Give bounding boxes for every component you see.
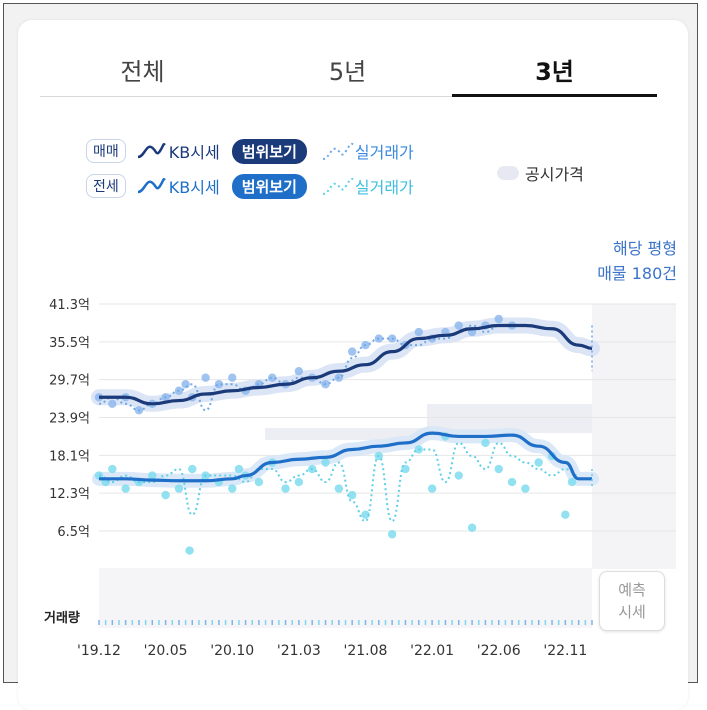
y-tick-label: 6.5억 [57, 525, 90, 540]
jeonse-transaction-point [387, 530, 397, 539]
jeonse-range-button[interactable]: 범위보기 [231, 173, 307, 199]
jeonse-transaction-point [561, 510, 570, 519]
legend-jeonse-kb[interactable]: KB시세 [136, 174, 220, 198]
x-tick-label: '22.11 [543, 643, 587, 659]
legend-sale-row: 매매 KB시세 범위보기 실거래가 [86, 138, 414, 164]
sale-kb-line [99, 323, 593, 406]
legend-jeonse-transaction[interactable]: 실거래가 [321, 174, 414, 198]
jeonse-transaction-point [148, 471, 157, 480]
legend-jeonse-pill: 전세 [86, 174, 126, 198]
jeonse-transaction-point [481, 438, 490, 448]
volume-label: 거래량 [44, 611, 80, 626]
jeonse-transaction-point [427, 484, 437, 493]
jeonse-transaction-point [294, 477, 304, 487]
price-chart: 41.3억 35.5억 29.7억 23.9억 18.1억 12.3억 6.5억 '19.12… [44, 298, 676, 659]
jeonse-transaction-point [534, 458, 543, 467]
sale-range-button[interactable]: 범위보기 [231, 138, 307, 164]
jeonse-transaction-point [254, 477, 264, 487]
x-tick-label: '19.12 [77, 643, 121, 659]
listing-info[interactable]: 해당 평형 매물 180건 [597, 236, 677, 286]
jeonse-range-band [92, 426, 599, 488]
sale-transaction-point [454, 321, 463, 330]
legend-sale-kb[interactable]: KB시세 [136, 139, 220, 163]
forecast-region [592, 304, 676, 569]
sale-transaction-point [347, 347, 357, 356]
jeonse-transaction-point [234, 464, 244, 474]
jeonse-transaction-point [174, 484, 184, 493]
predict-line1: 예측 [618, 581, 646, 599]
jeonse-transaction-point [401, 464, 410, 474]
sale-transaction-point [108, 399, 117, 409]
legend-sale-tx-label: 실거래가 [354, 143, 414, 162]
legend-sale-kb-label: KB시세 [168, 143, 220, 162]
sale-transaction-point [228, 373, 237, 382]
jeonse-transaction-point [108, 464, 117, 474]
sale-transaction-point [414, 327, 423, 337]
sale-transaction-point [294, 366, 304, 376]
jeonse-transaction-point [414, 445, 423, 454]
x-tick-label: '22.06 [477, 643, 521, 659]
legend-sale-pill: 매매 [86, 139, 126, 163]
listing-info-line1: 해당 평형 [613, 239, 677, 258]
legend-jeonse-tx-label: 실거래가 [354, 178, 414, 197]
jeonse-transaction-point [188, 464, 197, 474]
jeonse-transaction-point [467, 523, 477, 532]
period-tabs: 전체 5년 3년 [40, 48, 657, 97]
volume-region [99, 568, 592, 628]
jeonse-transaction-point [321, 458, 330, 467]
sale-transaction-point [201, 373, 210, 382]
x-tick-label: '22.01 [410, 643, 454, 659]
kb-line-icon [137, 178, 166, 194]
jeonse-transaction-point [454, 471, 463, 480]
tab-all[interactable]: 전체 [120, 58, 165, 86]
y-tick-label: 18.1억 [49, 449, 90, 464]
kb-line-icon [137, 143, 166, 159]
legend-jeonse-row: 전세 KB시세 범위보기 실거래가 [86, 173, 414, 199]
jeonse-transaction-point [521, 484, 530, 493]
jeonse-transaction-point [281, 484, 290, 493]
y-tick-label: 35.5억 [49, 336, 90, 351]
x-tick-label: '20.05 [144, 643, 188, 659]
jeonse-transaction-point [121, 484, 130, 493]
legend-sale-transaction[interactable]: 실거래가 [321, 139, 414, 163]
legend-jeonse-kb-label: KB시세 [168, 178, 220, 197]
y-tick-label: 29.7억 [49, 374, 90, 389]
y-tick-label: 41.3억 [49, 298, 90, 313]
sale-transaction-point [494, 314, 503, 324]
listing-info-line2: 매물 180건 [597, 264, 677, 283]
y-tick-label: 23.9억 [49, 412, 90, 427]
predict-line2: 시세 [618, 603, 646, 621]
jeonse-transaction-point [228, 484, 237, 493]
sale-transaction-line [98, 324, 499, 412]
jeonse-transaction-point [161, 490, 170, 500]
jeonse-transaction-point [567, 477, 577, 487]
jeonse-transaction-point [334, 484, 344, 493]
sale-transaction-point [387, 334, 397, 343]
jeonse-transaction-point [347, 490, 357, 500]
tab-3y[interactable]: 3년 [535, 58, 574, 86]
jeonse-transaction-point [494, 464, 503, 474]
jeonse-transaction-point [185, 546, 194, 555]
public-price-swatch [497, 166, 519, 180]
jeonse-kb-line [99, 431, 592, 483]
x-tick-label: '20.10 [210, 643, 254, 659]
active-tab-indicator [452, 94, 657, 97]
sale-transaction-point [214, 380, 224, 389]
sale-transaction-point [181, 380, 190, 389]
tab-5y[interactable]: 5년 [328, 58, 367, 86]
legend-public-price-label: 공시가격 [525, 165, 584, 184]
x-tick-label: '21.03 [277, 643, 321, 659]
jeonse-transaction-point [361, 510, 370, 519]
jeonse-transaction-point [507, 477, 517, 487]
x-tick-label: '21.08 [344, 643, 388, 659]
jeonse-transaction-line [98, 441, 579, 523]
predict-price-button[interactable]: 예측 시세 [599, 571, 665, 631]
legend-public-price[interactable]: 공시가격 [497, 161, 584, 185]
y-tick-label: 12.3억 [49, 487, 90, 502]
